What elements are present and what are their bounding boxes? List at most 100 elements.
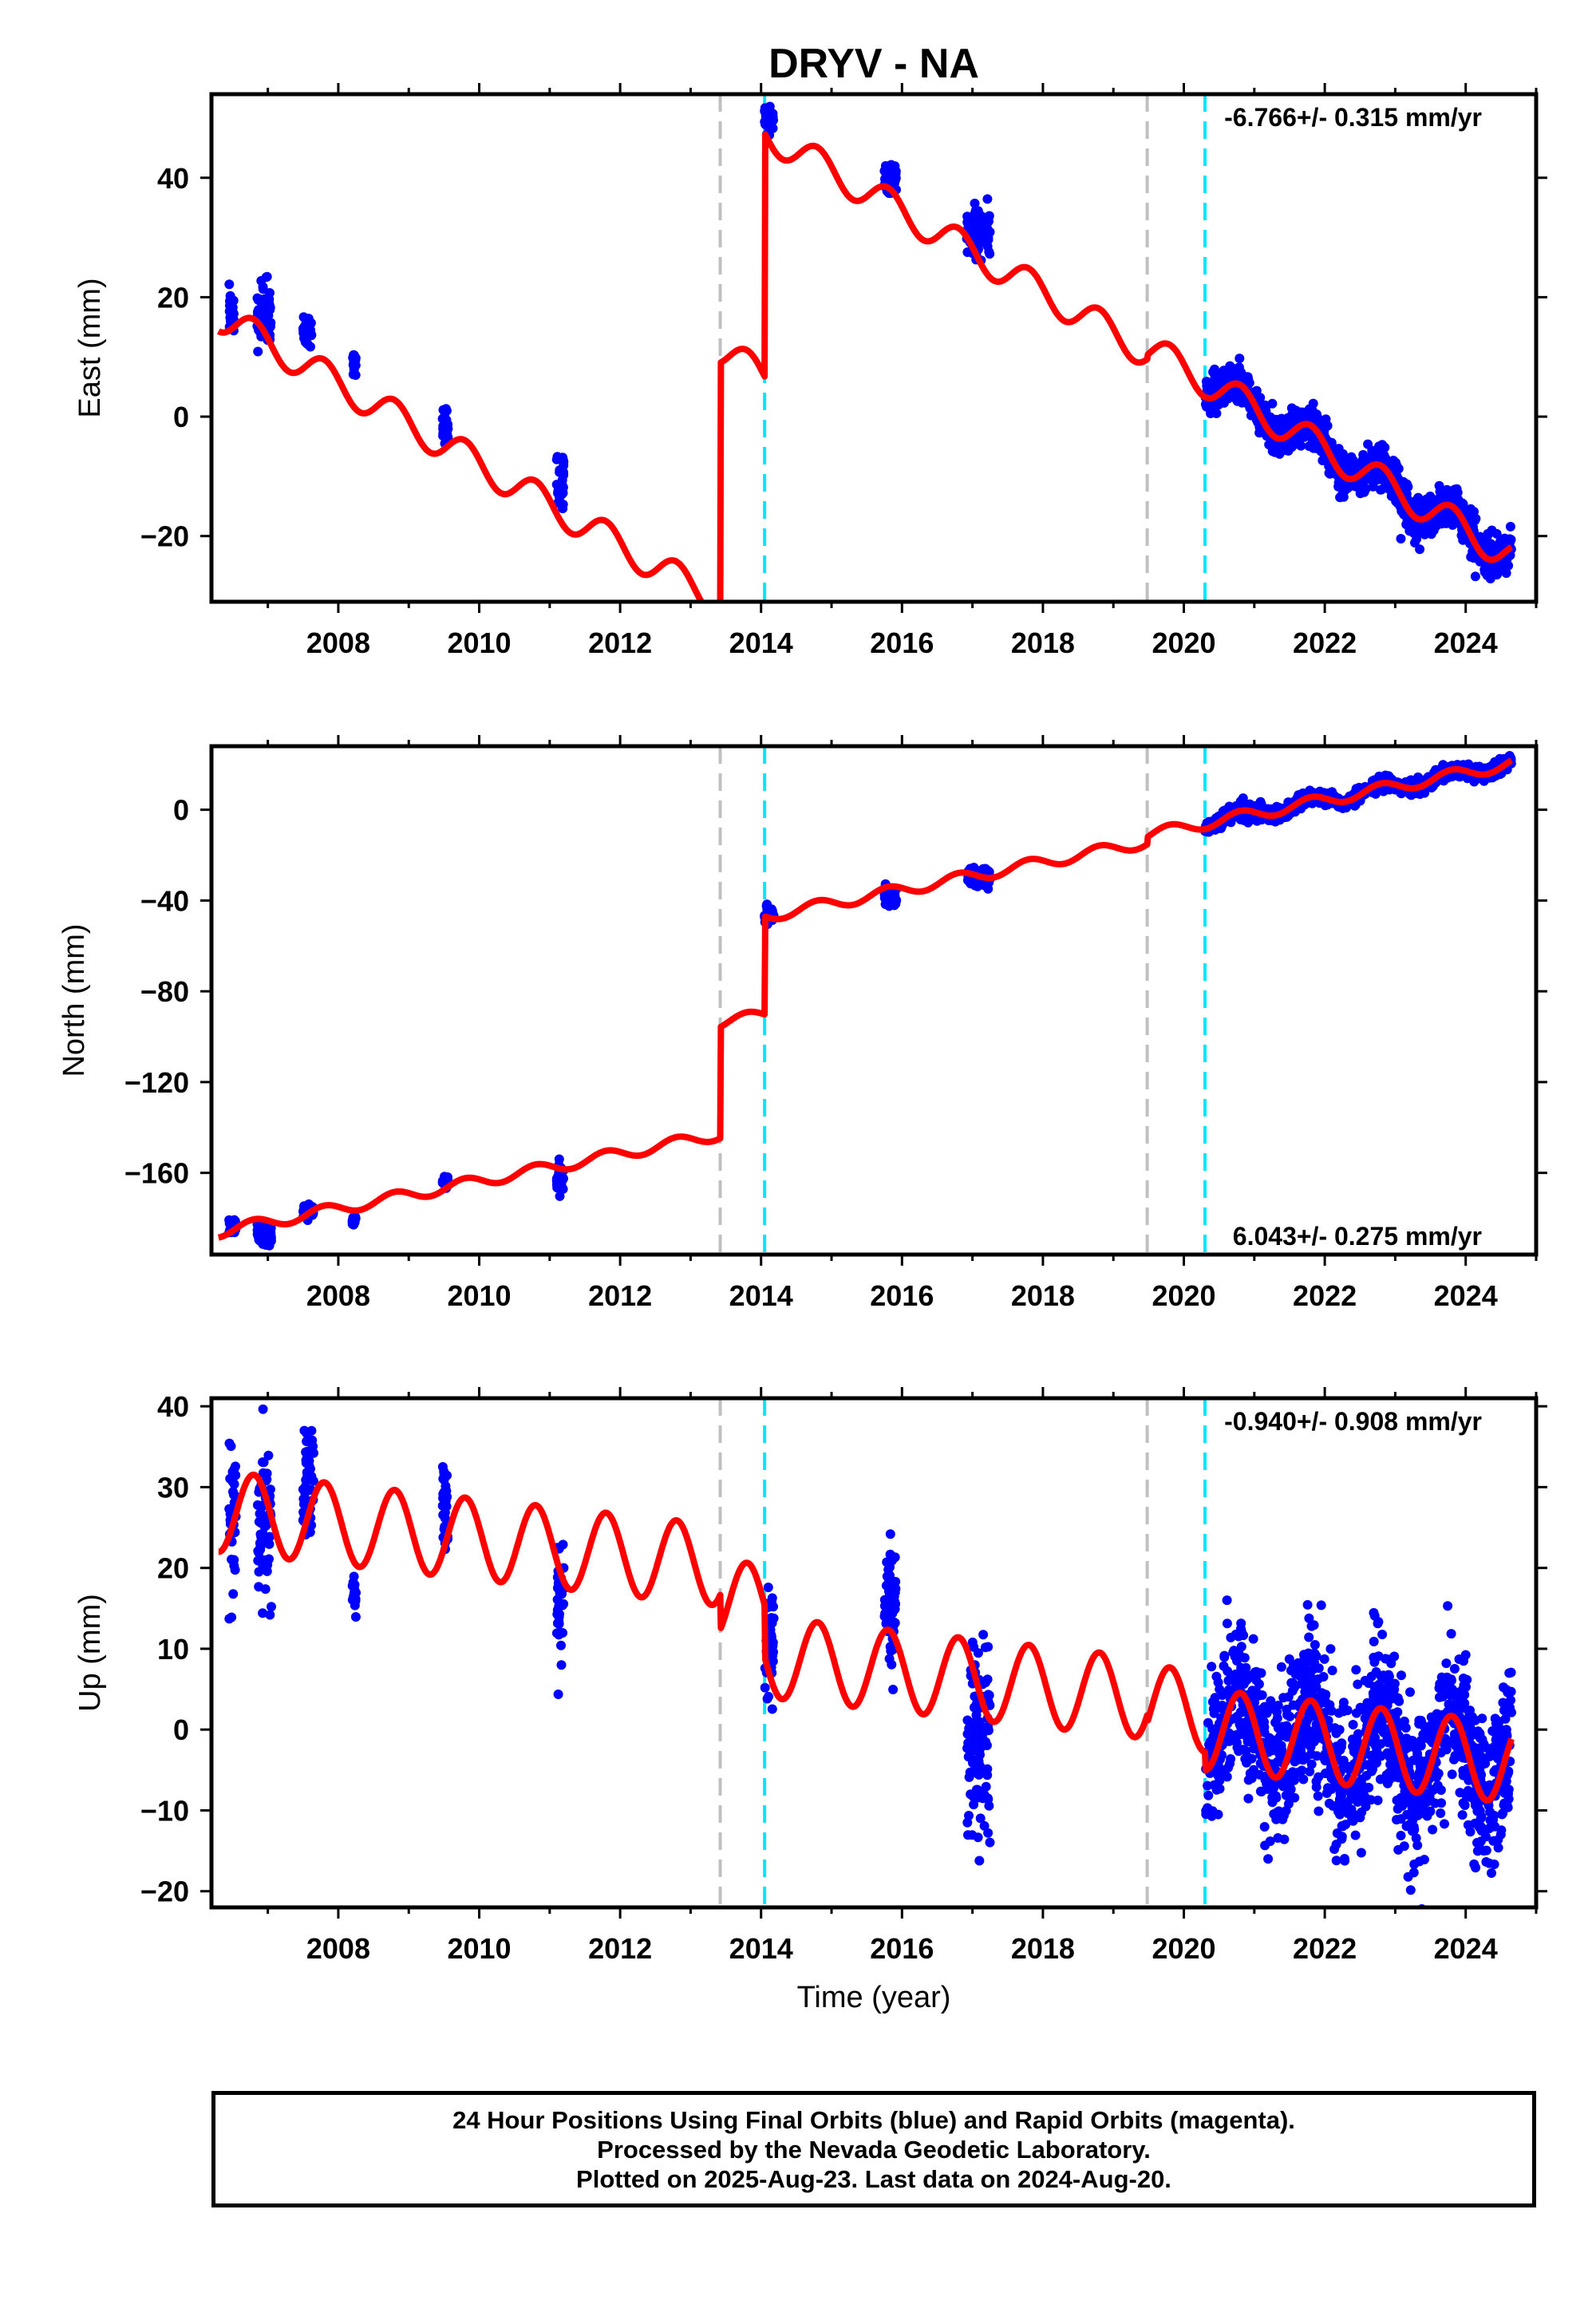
data-point-up-7-44 xyxy=(882,1557,892,1567)
data-point-up-8-34 xyxy=(983,1828,994,1838)
data-point-east-9-1292 xyxy=(1436,512,1446,523)
y-axis-label-east: East (mm) xyxy=(73,278,107,417)
panel-up: 2008 2010 2012 2014 2016 2018 2020 2022 2024−20−… xyxy=(73,1387,1547,1965)
data-points-north xyxy=(224,751,1516,1251)
data-point-up-1-44 xyxy=(253,1546,263,1556)
data-point-up-5-34 xyxy=(554,1628,564,1638)
data-point-north-2-51 xyxy=(299,1201,309,1211)
data-point-east-8-112 xyxy=(971,227,982,237)
data-point-east-9-1281 xyxy=(1491,568,1502,579)
data-point-east-1-64 xyxy=(261,272,271,283)
data-point-up-0-33 xyxy=(229,1560,239,1571)
data-point-up-7-50 xyxy=(885,1571,895,1581)
data-point-east-9-937 xyxy=(1479,567,1490,577)
x-tick-label-east-2018: 2018 xyxy=(1011,626,1075,659)
data-point-up-6-5 xyxy=(767,1704,777,1714)
plot-frame-east xyxy=(209,92,1539,604)
data-point-north-1-69 xyxy=(261,1231,271,1242)
data-point-up-0-25 xyxy=(228,1489,239,1500)
data-point-up-9-737 xyxy=(1493,1835,1503,1845)
data-point-up-7-58 xyxy=(890,1587,900,1598)
data-point-up-4-27 xyxy=(438,1493,448,1504)
data-point-east-9-1220 xyxy=(1297,413,1307,423)
data-point-up-1-60 xyxy=(252,1500,263,1510)
data-point-east-8-108 xyxy=(980,232,990,243)
data-point-up-8-17 xyxy=(974,1856,985,1866)
data-point-up-8-109 xyxy=(971,1710,982,1720)
data-point-east-9-1288 xyxy=(1416,496,1427,507)
x-tick-label-east-2010: 2010 xyxy=(447,626,511,659)
x-tick-label-east-2020: 2020 xyxy=(1152,626,1215,659)
data-point-up-0-23 xyxy=(224,1614,235,1624)
data-point-up-5-30 xyxy=(558,1539,568,1550)
data-point-up-0-34 xyxy=(229,1464,239,1475)
data-point-east-9-491 xyxy=(1374,441,1385,452)
data-point-east-1-65 xyxy=(255,294,266,305)
data-point-up-9-818 xyxy=(1267,1792,1278,1803)
data-points-up xyxy=(224,1398,1516,1907)
chart-title: DRYV - NA xyxy=(768,41,979,87)
data-point-east-8-100 xyxy=(971,209,982,219)
data-point-up-6-4 xyxy=(763,1583,773,1592)
data-point-up-9-192 xyxy=(1259,1822,1270,1832)
data-point-up-8-103 xyxy=(969,1800,979,1810)
data-point-up-8-38 xyxy=(962,1715,973,1725)
data-point-east-9-873 xyxy=(1434,480,1444,491)
data-point-east-9-1213 xyxy=(1214,398,1224,409)
data-point-up-9-700 xyxy=(1373,1617,1384,1627)
data-point-up-0-22 xyxy=(229,1479,239,1489)
data-point-up-5-28 xyxy=(556,1640,566,1650)
y-tick-label-north--120: −120 xyxy=(124,1066,189,1099)
data-point-east-0-22 xyxy=(227,298,237,308)
data-point-up-5-22 xyxy=(554,1618,564,1629)
data-point-up-1-64 xyxy=(256,1532,267,1543)
data-point-up-1-55 xyxy=(258,1457,268,1468)
data-point-east-9-1286 xyxy=(1448,494,1458,504)
data-point-up-2-47 xyxy=(302,1467,312,1477)
data-point-up-9-844 xyxy=(1319,1654,1329,1664)
data-point-east-5-33 xyxy=(555,496,564,506)
y-tick-label-north-0: 0 xyxy=(173,794,189,827)
data-point-east-9-1216 xyxy=(1397,479,1408,489)
x-tick-label-east-2012: 2012 xyxy=(588,626,652,659)
data-point-up-9-317 xyxy=(1203,1780,1213,1791)
data-point-east-9-1285 xyxy=(1348,455,1358,465)
plot-area-north xyxy=(215,746,1516,1255)
data-point-up-7-59 xyxy=(890,1618,900,1628)
data-point-east-1-9 xyxy=(253,346,263,357)
data-point-east-0-23 xyxy=(226,311,236,322)
data-point-up-9-64 xyxy=(1222,1618,1232,1629)
data-point-up-8-106 xyxy=(982,1770,993,1780)
data-point-up-9-663 xyxy=(1382,1734,1393,1744)
data-point-up-8-99 xyxy=(985,1837,995,1848)
panel-east: 2008 2010 2012 2014 2016 2018 2020 2022 2024−200… xyxy=(73,83,1547,659)
data-point-east-9-1173 xyxy=(1351,481,1361,492)
data-point-up-9-600 xyxy=(1481,1845,1491,1856)
data-point-up-3-15 xyxy=(350,1588,360,1599)
x-tick-label-east-2022: 2022 xyxy=(1293,626,1357,659)
rate-label-north: 6.043+/- 0.275 mm/yr xyxy=(1233,1222,1482,1251)
data-point-east-2-41 xyxy=(299,324,310,334)
data-point-east-9-1171 xyxy=(1443,507,1453,517)
y-tick-label-north--40: −40 xyxy=(140,884,189,917)
data-point-up-6-38 xyxy=(768,1613,779,1623)
plot-frame-north xyxy=(209,744,1539,1257)
data-point-east-0-1 xyxy=(224,279,235,290)
data-point-up-9-623 xyxy=(1215,1784,1225,1794)
data-point-east-8-113 xyxy=(985,249,995,259)
data-point-up-9-104 xyxy=(1276,1662,1286,1672)
data-point-up-2-49 xyxy=(299,1425,310,1436)
data-point-up-9-871 xyxy=(1465,1827,1476,1837)
y-tick-label-east-40: 40 xyxy=(157,162,189,195)
data-point-east-9-1210 xyxy=(1404,526,1415,536)
data-point-up-9-180 xyxy=(1331,1856,1341,1866)
data-point-up-1-43 xyxy=(258,1404,268,1414)
data-point-east-9-1087 xyxy=(1368,481,1378,492)
data-point-east-9-1265 xyxy=(1290,405,1301,416)
data-point-up-3-13 xyxy=(350,1612,361,1622)
data-point-east-9-835 xyxy=(1223,393,1234,404)
data-point-up-1-68 xyxy=(259,1555,269,1566)
y-tick-label-north--80: −80 xyxy=(140,975,189,1008)
data-point-up-0-32 xyxy=(224,1504,235,1514)
x-tick-label-north-2018: 2018 xyxy=(1011,1279,1075,1312)
